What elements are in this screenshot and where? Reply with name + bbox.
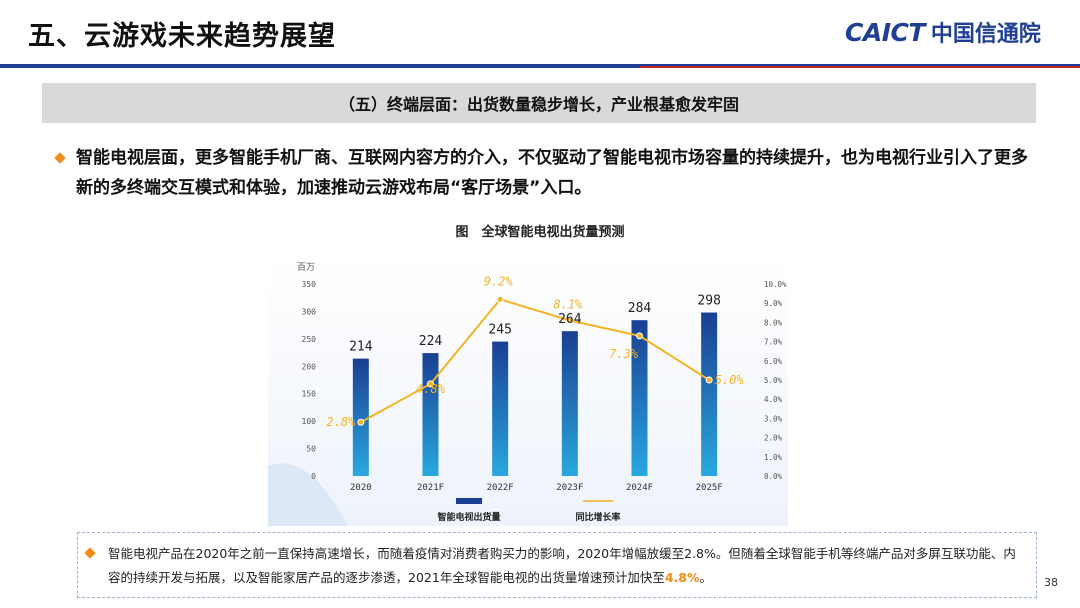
note-end: 。 (699, 570, 713, 585)
right-axis-tick: 2.0% (764, 434, 783, 443)
growth-rate-label: 7.3% (609, 347, 639, 361)
chart-container: 百万 0 50 100 150 200 250 300 350 0.0% 1.0% 2.0% 3.0% 4… (268, 254, 788, 526)
note-box (77, 532, 1037, 598)
chart-decor-shape (268, 463, 348, 526)
x-axis-tick: 2021F (417, 483, 444, 493)
right-axis-tick: 6.0% (764, 357, 783, 366)
bar-value-label: 284 (628, 301, 652, 316)
x-axis-tick: 2024F (626, 483, 653, 493)
legend-bar-label: 智能电视出货量 (437, 511, 500, 523)
growth-rate-point (427, 380, 434, 388)
logo-chinese: 中国信通院 (930, 22, 1041, 47)
growth-rate-point (496, 295, 504, 303)
left-axis-tick: 150 (302, 390, 317, 399)
left-axis-unit: 百万 (297, 262, 315, 273)
right-axis-tick: 10.0% (764, 280, 787, 289)
intro-paragraph: 智能电视层面，更多智能手机厂商、互联网内容方的介入，不仅驱动了智能电视市场容量的… (76, 148, 1028, 198)
x-axis-tick: 2022F (487, 483, 514, 493)
page-number: 38 (1044, 576, 1058, 589)
note-highlight: 4.8% (664, 570, 700, 585)
right-axis-tick: 7.0% (764, 338, 783, 347)
right-axis-tick: 1.0% (764, 453, 783, 462)
figure-title: 图 全球智能电视出货量预测 (455, 225, 625, 240)
x-axis-tick: 2025F (696, 483, 723, 493)
growth-rate-label: 2.8% (326, 415, 356, 429)
section-banner: （五）终端层面：出货数量稳步增长，产业根基愈发牢固 (42, 83, 1036, 123)
growth-rate-point (636, 332, 643, 340)
bar-2022F (492, 341, 509, 476)
right-axis-tick: 0.0% (764, 472, 783, 481)
growth-rate-label: 9.2% (484, 274, 514, 288)
bar-value-label: 298 (697, 294, 720, 309)
left-axis-tick: 250 (302, 335, 317, 344)
legend-line-label: 同比增长率 (575, 511, 620, 523)
bar-value-label: 224 (419, 334, 443, 349)
x-axis-tick: 2023F (556, 483, 583, 493)
bar-2021F (422, 353, 439, 476)
left-axis-tick: 200 (302, 362, 317, 371)
growth-rate-point (705, 376, 713, 384)
growth-rate-line (360, 298, 710, 424)
right-axis-tick: 8.0% (764, 318, 783, 327)
slide-title: 五、云游戏未来趋势展望 (28, 21, 336, 52)
left-axis-tick: 0 (311, 472, 316, 481)
header-accent-rule (640, 66, 1080, 68)
bar-value-label: 264 (558, 312, 582, 327)
bar-2023F (561, 331, 578, 476)
note-body: 智能电视产品在2020年之前一直保持高速增长，而随着疫情对消费者购买力的影响，2… (108, 546, 1016, 585)
bar-2020 (352, 358, 369, 476)
caict-logo: CAICT 中国信通院 (845, 16, 1041, 48)
growth-rate-label: 5.0% (715, 373, 745, 387)
note-text: 智能电视产品在2020年之前一直保持高速增长，而随着疫情对消费者购买力的影响，2… (108, 542, 1028, 590)
bullet-diamond-icon (54, 152, 66, 164)
bar-value-label: 214 (349, 340, 373, 355)
growth-rate-label: 4.8% (416, 382, 446, 396)
bar-2024F (631, 320, 648, 476)
growth-rate-point (357, 418, 365, 426)
header-rule (0, 64, 1080, 68)
left-axis-tick: 300 (302, 307, 317, 316)
left-axis-tick: 100 (302, 417, 317, 426)
bar-2025F (701, 312, 718, 476)
right-axis-tick: 9.0% (764, 299, 783, 308)
growth-rate-label: 8.1% (553, 297, 583, 311)
right-axis-tick: 3.0% (764, 414, 783, 423)
left-axis-tick: 350 (302, 280, 317, 289)
left-axis-tick: 50 (306, 445, 316, 454)
bar-value-label: 245 (488, 323, 511, 338)
logo-english: CAICT (845, 17, 925, 47)
legend-bar-swatch (456, 498, 482, 504)
right-axis-tick: 4.0% (764, 395, 783, 404)
growth-rate-point (566, 316, 574, 324)
x-axis-tick: 2020 (350, 483, 372, 493)
right-axis-tick: 5.0% (764, 376, 783, 385)
shipment-chart: 百万 0 50 100 150 200 250 300 350 0.0% 1.0% 2.0% 3.0% 4… (268, 254, 788, 526)
